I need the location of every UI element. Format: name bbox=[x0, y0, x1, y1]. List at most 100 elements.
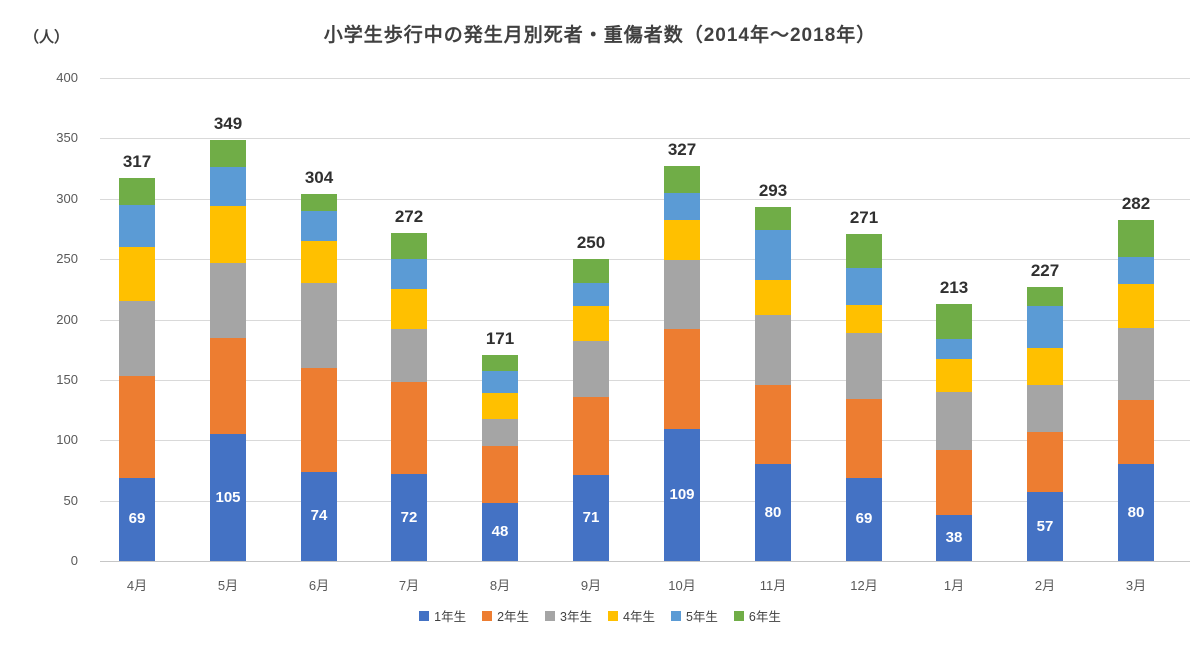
bar-segment-3年生-4月 bbox=[119, 301, 155, 377]
bar-segment-3年生-12月 bbox=[846, 332, 882, 400]
bar-stack-3月 bbox=[1118, 220, 1154, 561]
bar-segment-5年生-1月 bbox=[936, 338, 972, 360]
bar-segment-4年生-12月 bbox=[846, 305, 882, 333]
bar-value-label-1月: 38 bbox=[945, 529, 963, 547]
bar-segment-1年生-3月 bbox=[1118, 464, 1154, 561]
bar-segment-4年生-4月 bbox=[119, 247, 155, 302]
bar-segment-2年生-6月 bbox=[301, 367, 337, 472]
bar-segment-5年生-5月 bbox=[210, 167, 246, 206]
bar-segment-4年生-1月 bbox=[936, 359, 972, 392]
bar-stack-2月 bbox=[1027, 286, 1063, 561]
legend-label: 6年生 bbox=[748, 610, 781, 624]
bar-segment-5年生-9月 bbox=[573, 283, 609, 307]
bar-segment-1年生-8月 bbox=[482, 503, 518, 561]
bar-value-label-2月: 57 bbox=[1036, 517, 1054, 535]
gridline-0 bbox=[100, 561, 1190, 562]
legend-swatch-icon bbox=[419, 610, 430, 621]
y-tick-label-150: 150 bbox=[56, 371, 78, 387]
gridline-300 bbox=[100, 198, 1190, 200]
legend-label: 5年生 bbox=[685, 610, 718, 624]
bar-segment-4年生-5月 bbox=[210, 205, 246, 263]
bar-total-label-6月: 304 bbox=[304, 167, 334, 187]
bar-segment-6年生-5月 bbox=[210, 139, 246, 168]
bar-stack-10月 bbox=[664, 166, 700, 561]
bar-segment-1年生-10月 bbox=[664, 429, 700, 561]
legend-item-1年生: 1年生 bbox=[419, 606, 466, 625]
x-axis-label-9月: 9月 bbox=[580, 578, 602, 593]
bar-segment-5年生-6月 bbox=[301, 210, 337, 241]
x-axis-label-10月: 10月 bbox=[668, 578, 696, 593]
legend-item-4年生: 4年生 bbox=[608, 606, 655, 625]
bar-stack-4月 bbox=[119, 178, 155, 561]
bar-segment-6年生-7月 bbox=[391, 232, 427, 260]
bar-segment-5年生-12月 bbox=[846, 267, 882, 305]
legend-swatch-icon bbox=[545, 610, 556, 621]
gridline-150 bbox=[100, 379, 1190, 381]
bar-segment-2年生-9月 bbox=[573, 396, 609, 476]
bar-total-label-5月: 349 bbox=[213, 113, 243, 133]
bar-segment-6年生-1月 bbox=[936, 303, 972, 339]
chart-title: 小学生歩行中の発生月別死者・重傷者数（2014年～2018年） bbox=[323, 25, 877, 46]
bar-segment-1年生-1月 bbox=[936, 515, 972, 561]
bar-segment-5年生-2月 bbox=[1027, 306, 1063, 349]
bar-segment-6年生-8月 bbox=[482, 354, 518, 372]
legend-item-5年生: 5年生 bbox=[670, 606, 718, 625]
bar-segment-2年生-7月 bbox=[391, 382, 427, 475]
y-axis-unit-label: （人） bbox=[24, 29, 70, 46]
bar-total-label-12月: 271 bbox=[849, 207, 879, 227]
y-tick-label-300: 300 bbox=[56, 190, 78, 206]
bar-total-label-7月: 272 bbox=[394, 206, 424, 226]
bar-value-label-11月: 80 bbox=[764, 503, 782, 521]
legend-swatch-icon bbox=[482, 610, 493, 621]
gridline-100 bbox=[100, 440, 1190, 442]
bar-segment-2年生-5月 bbox=[210, 337, 246, 435]
legend-label: 1年生 bbox=[434, 610, 467, 624]
x-axis-label-4月: 4月 bbox=[126, 578, 148, 593]
y-tick-label-100: 100 bbox=[56, 432, 78, 448]
gridline-200 bbox=[100, 319, 1190, 321]
y-tick-label-200: 200 bbox=[56, 311, 78, 327]
bar-segment-4年生-11月 bbox=[755, 279, 791, 315]
legend-swatch-icon bbox=[670, 610, 681, 621]
bar-segment-2年生-2月 bbox=[1027, 431, 1063, 493]
bar-segment-3年生-8月 bbox=[482, 418, 518, 447]
legend-swatch-icon bbox=[733, 610, 744, 621]
legend-label: 3年生 bbox=[560, 610, 592, 624]
y-tick-label-400: 400 bbox=[56, 70, 78, 85]
bar-stack-11月 bbox=[755, 207, 791, 561]
bar-value-label-5月: 105 bbox=[215, 488, 241, 506]
x-axis-label-2月: 2月 bbox=[1034, 578, 1056, 593]
bar-value-label-4月: 69 bbox=[128, 510, 146, 528]
bar-segment-6年生-10月 bbox=[664, 166, 700, 193]
bar-segment-6年生-12月 bbox=[846, 233, 882, 268]
bar-value-label-12月: 69 bbox=[855, 510, 873, 528]
x-axis-label-6月: 6月 bbox=[308, 578, 330, 593]
bar-segment-5年生-3月 bbox=[1118, 256, 1154, 285]
x-axis-label-3月: 3月 bbox=[1125, 578, 1147, 593]
bar-value-label-10月: 109 bbox=[669, 486, 695, 504]
bar-segment-2年生-1月 bbox=[936, 449, 972, 516]
y-tick-label-350: 350 bbox=[56, 130, 78, 146]
gridline-400 bbox=[100, 78, 1190, 79]
bar-segment-2年生-11月 bbox=[755, 384, 791, 465]
bar-segment-1年生-5月 bbox=[210, 434, 246, 561]
legend-swatch-icon bbox=[608, 610, 618, 621]
bar-segment-5年生-4月 bbox=[119, 204, 155, 248]
bar-segment-3年生-9月 bbox=[573, 341, 609, 397]
bar-value-label-7月: 72 bbox=[400, 508, 418, 526]
bar-segment-3年生-6月 bbox=[301, 283, 337, 368]
x-axis-label-12月: 12月 bbox=[850, 578, 878, 593]
gridline-250 bbox=[100, 259, 1190, 261]
bar-total-label-3月: 282 bbox=[1121, 194, 1151, 214]
bar-value-label-6月: 74 bbox=[310, 507, 328, 525]
y-tick-label-50: 50 bbox=[63, 492, 78, 508]
bar-segment-3年生-11月 bbox=[755, 314, 791, 385]
bar-total-label-1月: 213 bbox=[939, 277, 969, 297]
bar-segment-6年生-11月 bbox=[755, 207, 791, 231]
legend-item-6年生: 6年生 bbox=[733, 606, 781, 625]
bar-segment-1年生-7月 bbox=[391, 474, 427, 561]
gridline-350 bbox=[100, 138, 1190, 140]
bar-segment-2年生-10月 bbox=[664, 329, 700, 430]
bar-value-label-3月: 80 bbox=[1127, 503, 1145, 521]
x-axis-label-7月: 7月 bbox=[398, 578, 420, 593]
